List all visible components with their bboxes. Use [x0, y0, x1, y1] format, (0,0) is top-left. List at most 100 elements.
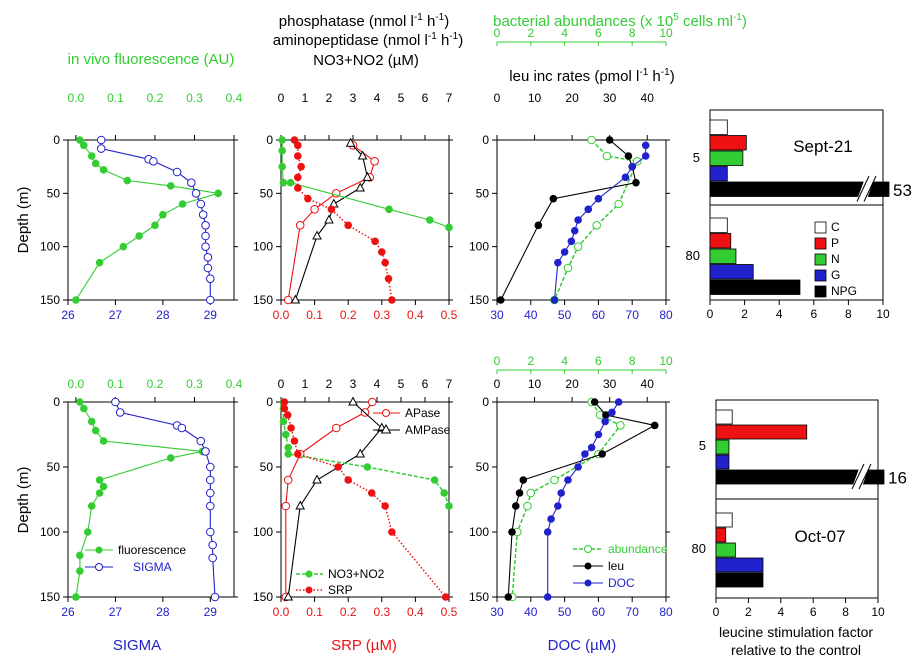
- sigma-axis-label: SIGMA: [113, 637, 161, 654]
- top-tick-label: 10: [659, 26, 673, 40]
- point-fluorescence: [87, 502, 96, 510]
- stim-bar-N: [709, 248, 737, 264]
- top2-tick-label: 20: [565, 91, 579, 105]
- stim-tick-label: 4: [776, 307, 783, 321]
- bar-break-label: 53: [893, 181, 912, 200]
- point-srp: [294, 152, 302, 160]
- point-abundance: [602, 151, 612, 161]
- point-fluorescence: [80, 141, 88, 150]
- legend-doc-text: DOC: [608, 576, 635, 590]
- stim-group-label: 80: [692, 541, 706, 556]
- stim-tick-label: 0: [707, 307, 714, 321]
- point-srp: [378, 248, 386, 256]
- point-apase: [367, 397, 377, 407]
- top-tick-label: 0.2: [147, 91, 164, 105]
- point-doc: [601, 417, 609, 426]
- paren: ): [670, 68, 675, 85]
- bottom-tick-label: 60: [592, 308, 606, 322]
- point-fluorescence: [95, 258, 104, 267]
- bottom-tick-label: 29: [204, 308, 218, 322]
- stim-bar-N: [715, 542, 736, 558]
- point-ampase: [283, 591, 294, 601]
- legend-sigma-marker: [95, 563, 103, 571]
- point-no3: [279, 178, 288, 187]
- top-tick-label: 4: [374, 377, 381, 391]
- legend-leu-text: leu: [608, 559, 624, 573]
- point-srp: [384, 274, 393, 283]
- point-ampase: [355, 448, 366, 458]
- point-srp: [367, 489, 376, 497]
- depth-tick-label: 100: [40, 240, 60, 254]
- bottom-tick-label: 27: [109, 605, 123, 619]
- bar-break-mark: [863, 175, 877, 202]
- depth-tick-label: 0: [266, 133, 273, 147]
- stim-tick-label: 4: [777, 605, 784, 619]
- point-doc: [581, 450, 589, 458]
- plot-frame: [280, 139, 450, 301]
- point-fluorescence: [87, 152, 96, 160]
- point-sigma: [203, 253, 213, 262]
- point-srp: [344, 221, 353, 230]
- point-leu: [650, 421, 659, 430]
- bottom-tick-label: 60: [592, 605, 606, 619]
- point-no3: [284, 450, 293, 458]
- depth-label-bottom: Depth (m): [15, 467, 32, 534]
- phos-title-text: phosphatase (nmol l: [279, 13, 414, 30]
- top2-tick-label: 30: [603, 91, 617, 105]
- top-tick-label: 0: [278, 91, 285, 105]
- top-tick-label: 0: [278, 377, 285, 391]
- stim-bar-N: [715, 439, 730, 455]
- top-tick-label: 1: [302, 91, 309, 105]
- top2-tick-label: 0: [494, 377, 501, 391]
- plot-frame: [496, 401, 667, 598]
- stim-bar-P: [715, 424, 808, 440]
- sup: 5: [673, 12, 679, 23]
- point-doc: [567, 237, 576, 246]
- bottom-tick-label: 0.0: [273, 308, 290, 322]
- top-tick-label: 8: [629, 354, 636, 368]
- point-srp: [280, 398, 289, 406]
- point-fluorescence: [72, 296, 80, 304]
- bottom-tick-label: 0.4: [407, 605, 424, 619]
- bottom-tick-label: 50: [558, 308, 572, 322]
- legend-apase-marker: [382, 409, 390, 417]
- sup: -1: [428, 31, 437, 42]
- top2-tick-label: 30: [603, 377, 617, 391]
- point-sigma: [205, 488, 215, 498]
- bottom-tick-label: 30: [490, 605, 504, 619]
- point-leu: [515, 489, 524, 497]
- stim-bar-C: [715, 409, 733, 425]
- point-fluorescence: [76, 136, 84, 144]
- point-leu: [598, 450, 606, 458]
- top2-tick-label: 10: [528, 91, 542, 105]
- point-fluorescence: [119, 242, 128, 251]
- point-ampase: [355, 182, 366, 192]
- depth-tick-label: 150: [469, 590, 489, 604]
- point-doc: [614, 398, 623, 406]
- point-sigma: [115, 408, 125, 417]
- bottom-tick-label: 28: [156, 605, 170, 619]
- top-tick-label: 2: [326, 377, 333, 391]
- depth-tick-label: 50: [476, 460, 490, 474]
- top-tick-label: 4: [374, 91, 381, 105]
- point-sigma: [187, 178, 196, 187]
- point-no3: [282, 430, 290, 439]
- stim-group-label: 80: [686, 248, 700, 263]
- point-no3: [286, 178, 295, 187]
- series-line-leu: [500, 139, 637, 301]
- top-tick-label: 0.2: [147, 377, 164, 391]
- point-sigma: [205, 501, 215, 511]
- point-leu: [632, 178, 640, 187]
- stim-tick-label: 2: [745, 605, 752, 619]
- depth-tick-label: 50: [260, 460, 274, 474]
- point-srp: [294, 141, 302, 150]
- point-apase: [281, 501, 291, 511]
- point-abundance: [526, 488, 536, 498]
- stim-title: Oct-07: [794, 527, 845, 546]
- point-doc: [550, 296, 559, 304]
- top2-tick-label: 10: [528, 377, 542, 391]
- bact-axis-title: bacterial abundances (x 105 cells ml-1): [493, 12, 747, 30]
- stim-title: Sept-21: [793, 137, 853, 156]
- point-fluorescence: [91, 159, 100, 168]
